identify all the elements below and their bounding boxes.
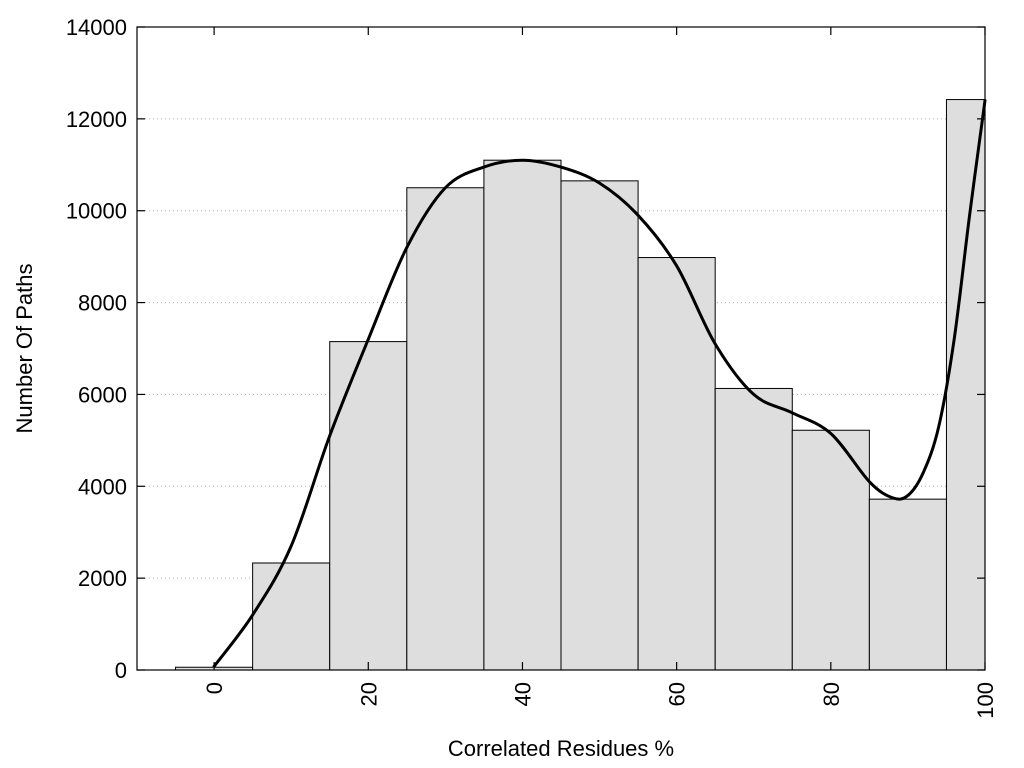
plot-frame: [136, 26, 986, 671]
y-tick-label: 12000: [66, 107, 127, 132]
y-tick-label: 2000: [78, 566, 127, 591]
bar-70: [714, 387, 793, 671]
y-tick-label: 10000: [66, 199, 127, 224]
x-axis-ticks: 0 20 40 60 80 100: [202, 27, 998, 719]
y-tick-label: 0: [115, 658, 127, 683]
x-tick-label: 80: [819, 682, 844, 706]
x-axis-label: Correlated Residues %: [448, 736, 674, 761]
bars: [175, 99, 986, 671]
bar-20: [329, 341, 408, 671]
bar-30: [406, 187, 485, 671]
x-tick-label: 100: [973, 682, 998, 719]
x-tick-label: 0: [202, 682, 227, 694]
bar-60: [637, 257, 716, 671]
y-axis-ticks: 0 2000 4000 6000 8000 10000 12000 14000: [66, 15, 985, 683]
bar-50: [560, 180, 639, 671]
trend-curve: [212, 98, 987, 668]
y-axis-label: Number Of Paths: [12, 264, 37, 434]
x-tick-label: 40: [510, 682, 535, 706]
x-tick-label: 60: [665, 682, 690, 706]
bar-80: [791, 429, 870, 671]
bar-10: [252, 562, 331, 671]
y-tick-label: 6000: [78, 382, 127, 407]
x-tick-label: 20: [356, 682, 381, 706]
bar-90: [868, 498, 947, 671]
y-tick-label: 8000: [78, 291, 127, 316]
bar-100: [945, 99, 986, 671]
bar-40: [483, 159, 562, 671]
y-tick-label: 4000: [78, 474, 127, 499]
y-tick-label: 14000: [66, 15, 127, 40]
